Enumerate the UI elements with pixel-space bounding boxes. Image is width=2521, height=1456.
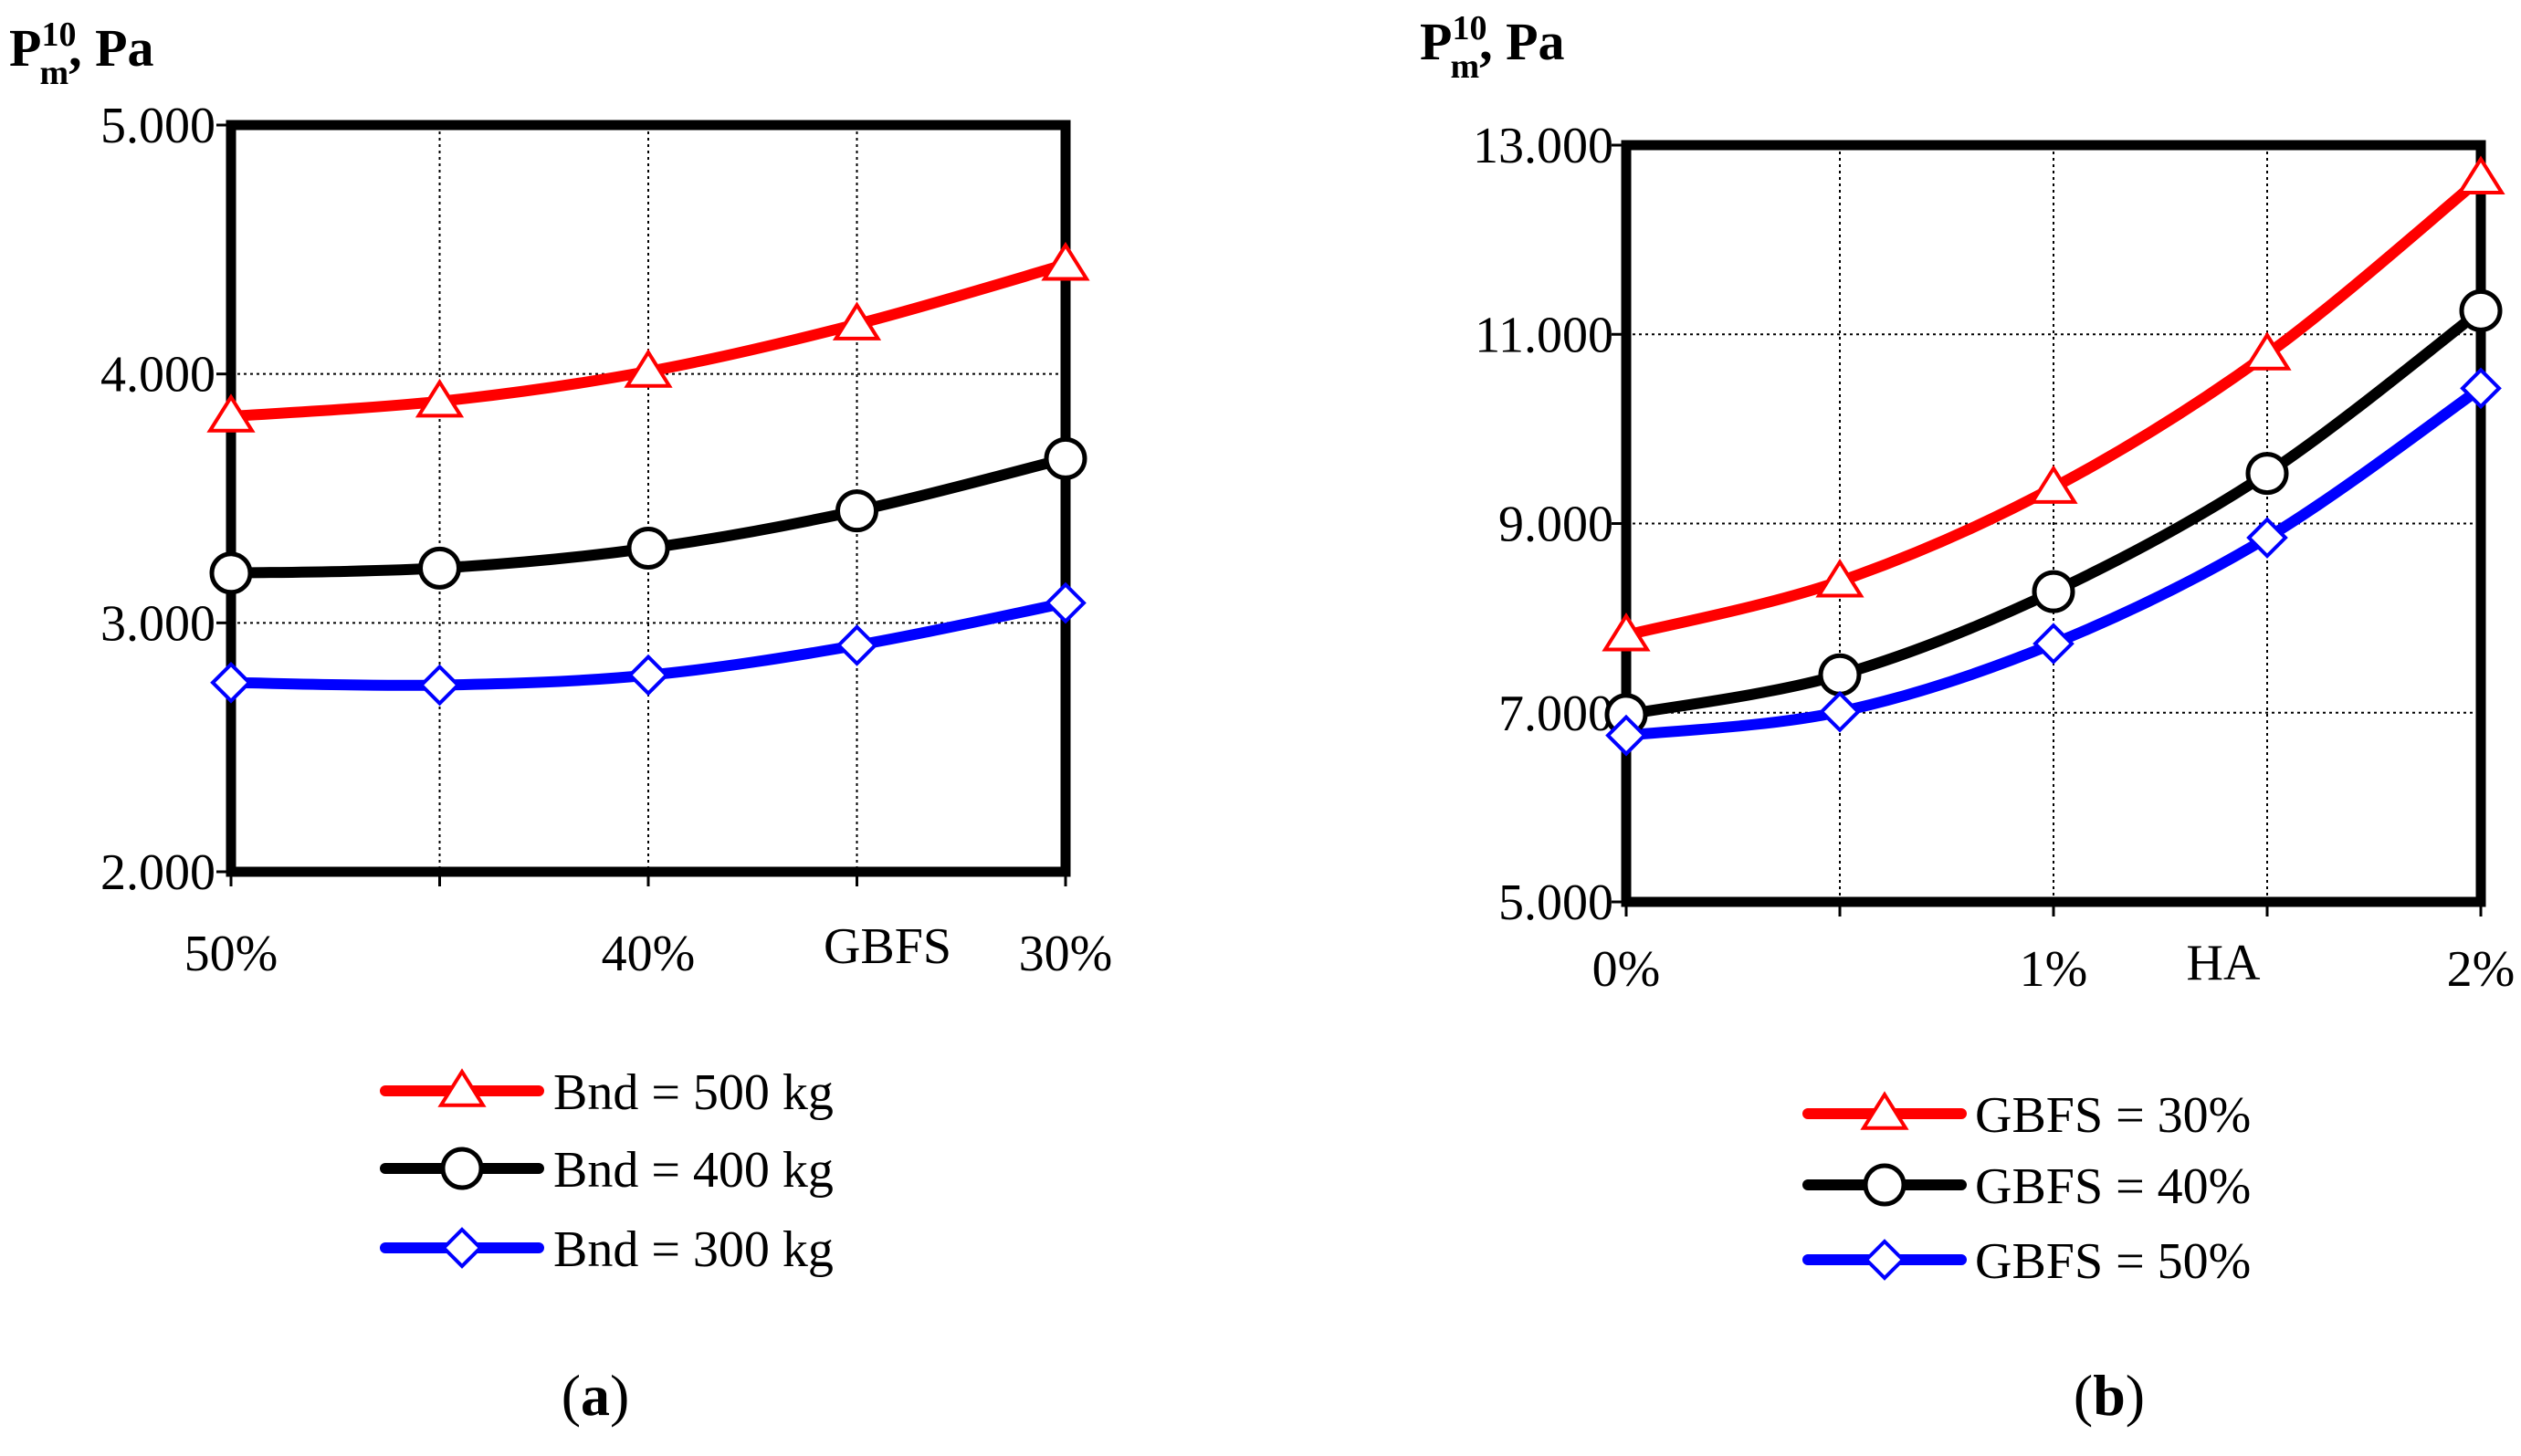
x-tick-label: 30% — [1019, 926, 1113, 982]
y-tick-label: 4.000 — [100, 347, 215, 403]
y-tick-label: 2.000 — [100, 844, 215, 901]
data-point-triangle — [832, 301, 882, 340]
x-axis-label: GBFS — [824, 918, 951, 975]
data-point-triangle — [415, 378, 465, 418]
legend-label: GBFS = 30% — [1975, 1087, 2251, 1144]
legend-marker-circle — [1863, 1163, 1907, 1207]
chart-panel-b: 5.000 7.000 9.000 11.000 13.000 0% 1% 2% HA P10 m,… — [1420, 9, 2515, 1428]
data-point-diamond — [210, 661, 252, 704]
legend-marker-triangle — [1860, 1091, 1909, 1130]
y-tick-label: 9.000 — [1498, 497, 1613, 553]
data-point-triangle — [1602, 613, 1651, 652]
y-axis-label-sub: m — [1450, 47, 1479, 86]
data-point-circle — [626, 527, 670, 571]
y-axis-label: P10 m, Pa — [9, 16, 154, 92]
x-tick-label: 1% — [2020, 941, 2088, 998]
y-axis-label-sup: 10 — [1452, 9, 1486, 47]
legend-label: GBFS = 40% — [1975, 1158, 2251, 1215]
data-point-triangle — [624, 349, 673, 388]
y-axis-label-unit: , Pa — [1479, 12, 1564, 71]
x-tick-label: 0% — [1592, 941, 1661, 998]
data-point-triangle — [1041, 241, 1090, 281]
legend-label: Bnd = 500 kg — [553, 1064, 834, 1121]
y-axis-label-main: P — [9, 18, 41, 78]
panel-caption: (a) — [562, 1363, 630, 1428]
caption-close-paren: ) — [610, 1363, 629, 1428]
y-axis-label-sup: 10 — [41, 16, 76, 54]
data-point-triangle — [1815, 558, 1864, 598]
y-tick-label: 13.000 — [1473, 118, 1613, 174]
y-tick-label: 11.000 — [1475, 307, 1613, 363]
data-point-diamond — [2246, 517, 2288, 559]
data-point-circle — [2032, 570, 2075, 613]
data-point-triangle — [206, 393, 256, 433]
x-tick-label: 2% — [2447, 941, 2516, 998]
y-tick-label: 5.000 — [100, 98, 215, 154]
data-point-diamond — [418, 664, 461, 707]
legend-marker-diamond — [1864, 1239, 1906, 1281]
caption-open-paren: ( — [2074, 1363, 2093, 1428]
caption-open-paren: ( — [562, 1363, 581, 1428]
data-point-triangle — [2243, 331, 2292, 371]
panel-caption: (b) — [2074, 1363, 2145, 1428]
y-axis-label-sub: m — [39, 54, 68, 92]
data-point-diamond — [835, 624, 878, 666]
data-point-diamond — [1605, 714, 1647, 757]
legend-marker-diamond — [441, 1227, 483, 1269]
chart-panel-a: 2.000 3.000 4.000 5.000 50% 40% 30% GBFS P10 m, P… — [9, 16, 1112, 1428]
data-point-circle — [1044, 436, 1087, 480]
legend-label: Bnd = 400 kg — [553, 1142, 834, 1199]
data-point-diamond — [627, 654, 669, 697]
data-point-triangle — [2029, 465, 2078, 504]
data-point-circle — [209, 551, 253, 595]
y-tick-label: 5.000 — [1498, 875, 1613, 931]
data-point-circle — [1818, 653, 1862, 697]
plot-frame — [226, 120, 1071, 877]
data-point-diamond — [1045, 581, 1087, 624]
legend-label: Bnd = 300 kg — [553, 1221, 834, 1278]
plot-frame — [1621, 140, 2486, 907]
legend-marker-triangle — [437, 1068, 487, 1107]
legend-marker-circle — [440, 1147, 484, 1190]
data-point-circle — [835, 489, 878, 533]
legend-label: GBFS = 50% — [1975, 1233, 2251, 1290]
data-point-diamond — [2460, 367, 2502, 410]
y-tick-label: 7.000 — [1498, 686, 1613, 742]
y-axis-label: P10 m, Pa — [1420, 9, 1565, 86]
x-axis-label: HA — [2187, 935, 2261, 991]
data-point-triangle — [2456, 155, 2505, 195]
caption-letter: a — [581, 1363, 610, 1428]
y-axis-label-main: P — [1420, 12, 1452, 71]
caption-close-paren: ) — [2126, 1363, 2145, 1428]
data-point-diamond — [1819, 690, 1861, 733]
data-point-diamond — [2033, 623, 2075, 665]
y-axis-label-unit: , Pa — [68, 18, 153, 78]
caption-letter: b — [2093, 1363, 2126, 1428]
x-tick-label: 40% — [602, 926, 696, 982]
data-point-circle — [2245, 452, 2289, 496]
x-tick-label: 50% — [184, 926, 278, 982]
data-point-circle — [418, 546, 461, 590]
y-tick-label: 3.000 — [100, 595, 215, 652]
data-point-circle — [2459, 288, 2503, 332]
